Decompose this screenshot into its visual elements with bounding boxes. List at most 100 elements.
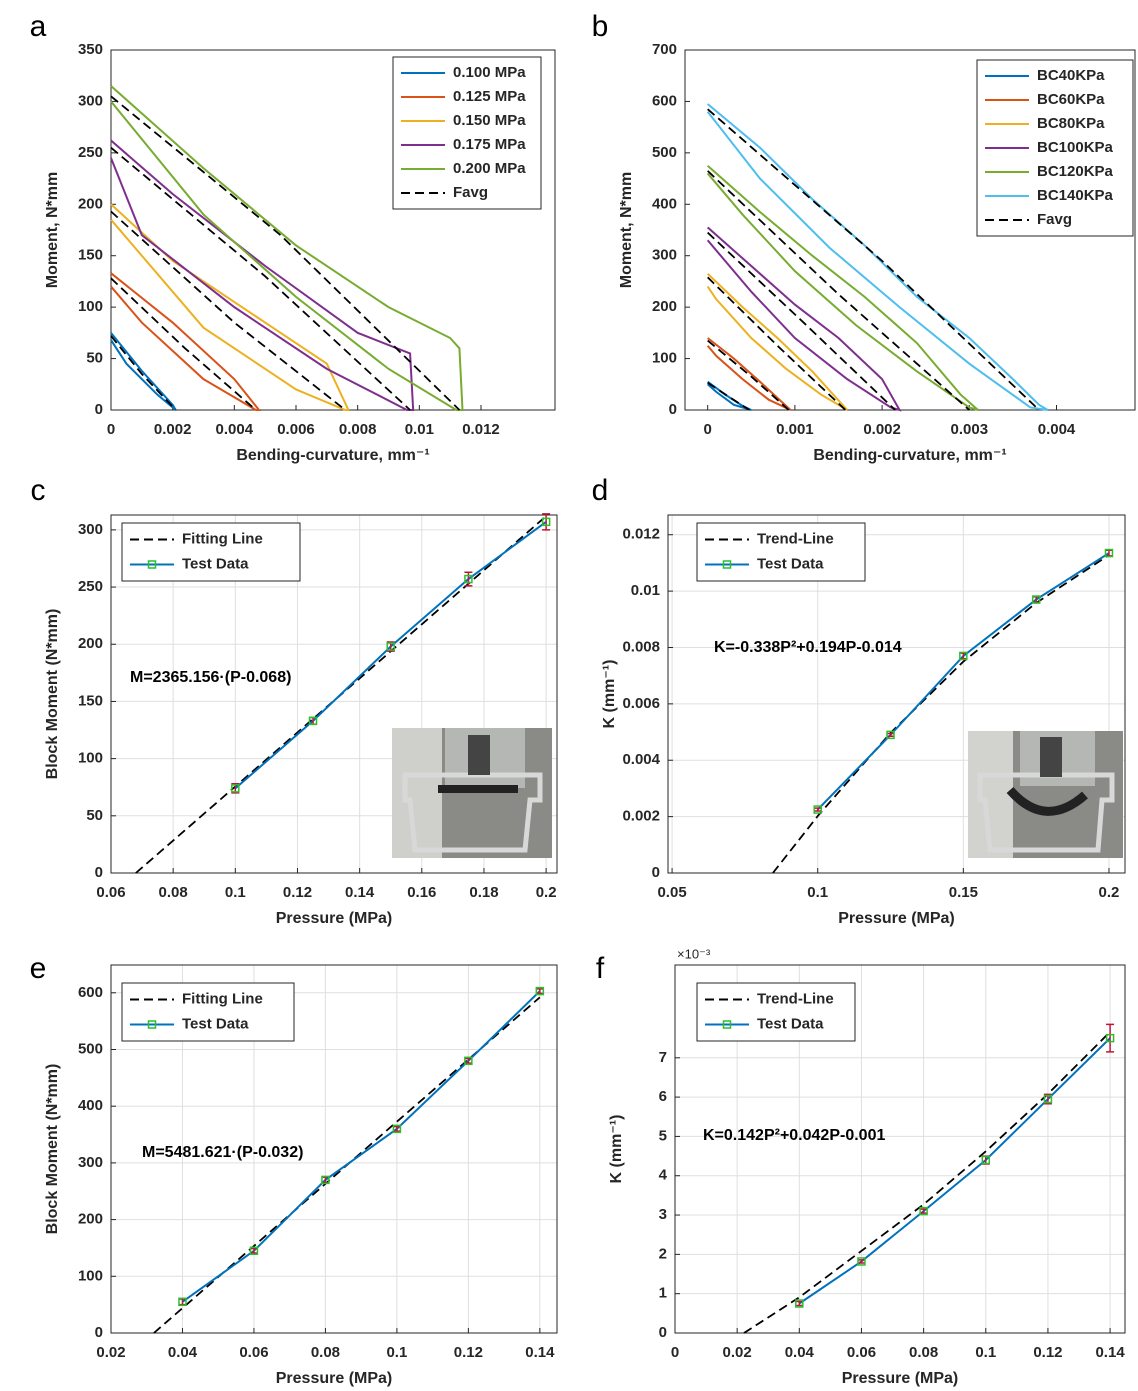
photo-d: [968, 731, 1123, 858]
error-bar: [392, 1125, 401, 1132]
plot-frame: [110, 49, 556, 411]
x-tick-label: 0.002: [863, 421, 901, 438]
x-tick-label: 0.14: [345, 884, 375, 901]
y-tick-label: 700: [652, 41, 677, 58]
x-tick-label: 0.008: [339, 421, 377, 438]
legend-box: [392, 56, 542, 210]
photo-panel: [392, 728, 442, 858]
legend-label: Trend-Line: [757, 530, 834, 547]
y-axis-label: K (mm⁻¹): [601, 660, 618, 729]
marker: [886, 730, 895, 740]
y-tick-label: 300: [78, 1154, 103, 1171]
y-tick-label: 600: [78, 984, 103, 1001]
y-tick-label: 100: [78, 298, 103, 315]
x-tick-label: 0.12: [454, 1344, 483, 1361]
panel: 0.05 0.1 0.15 0.2 0 0.002 0.004 0.006 0.008 0.01 0…: [592, 474, 1126, 927]
annotation: M=5481.621·(P-0.032): [142, 1144, 303, 1161]
x-tick-label: 0.08: [311, 1344, 340, 1361]
x-tick-label: 0.16: [407, 884, 436, 901]
x-tick-label: 0.2: [536, 884, 557, 901]
y-tick-label: 100: [652, 350, 677, 367]
panel: 0.06 0.08 0.1 0.12 0.14 0.16 0.18 0.2 0 50 100 150 2…: [31, 474, 558, 927]
marker: [464, 574, 473, 584]
plot-frame: [110, 514, 558, 874]
y-tick-label: 250: [78, 144, 103, 161]
legend-label: 0.125 MPa: [453, 88, 526, 105]
x-tick-label: 0.05: [657, 884, 686, 901]
legend-label: Fitting Line: [182, 990, 263, 1007]
marker: [795, 1299, 804, 1308]
x-tick-label: 0.01: [405, 421, 434, 438]
x-axis-label: Pressure (MPa): [276, 1370, 393, 1387]
panel: 0.02 0.04 0.06 0.08 0.1 0.12 0.14 0 100 200 300 400…: [30, 952, 558, 1387]
legend-label: Fitting Line: [182, 530, 263, 547]
marker: [1104, 548, 1114, 558]
plot-frame: [110, 964, 558, 1334]
y-axis-label: Moment, N*mm: [44, 172, 61, 288]
x-tick-label: 0.06: [847, 1344, 876, 1361]
marker: [1031, 595, 1041, 604]
x-tick-label: 0.04: [168, 1344, 198, 1361]
y-tick-label: 0.006: [622, 695, 660, 712]
legend-marker: [147, 560, 157, 569]
photo-frame: [402, 772, 543, 853]
legend-label: Test Data: [757, 1015, 824, 1032]
x-tick-label: 0.06: [239, 1344, 268, 1361]
legend-box: [121, 982, 295, 1042]
panel: 0 0.02 0.04 0.06 0.08 0.1 0.12 0.14 0 1 2 3 4 5 6 7 Tren…: [596, 946, 1126, 1387]
y-tick-label: 400: [652, 195, 677, 212]
panel-label: e: [30, 952, 47, 985]
legend-marker: [722, 1020, 732, 1029]
series-line: [706, 272, 848, 411]
y-multiplier: ×10⁻³: [677, 946, 711, 961]
y-tick-label: 200: [652, 298, 677, 315]
x-tick-label: 0.02: [96, 1344, 125, 1361]
series-line: [706, 337, 792, 411]
y-tick-label: 0: [659, 1324, 667, 1341]
panel: 0 0.002 0.004 0.006 0.008 0.01 0.012 0 50 100 150 2…: [30, 10, 556, 464]
series-line: [798, 1037, 1111, 1305]
x-tick-label: 0: [704, 421, 712, 438]
marker: [178, 1297, 187, 1307]
y-tick-label: 500: [652, 144, 677, 161]
legend-label: 0.100 MPa: [453, 64, 526, 81]
panel-label: f: [596, 952, 605, 985]
photo-tube: [1006, 786, 1088, 816]
panel-label: c: [31, 474, 46, 507]
annotation: M=2365.156·(P-0.068): [130, 669, 291, 686]
y-axis-label: K (mm⁻¹): [608, 1115, 625, 1184]
marker: [541, 517, 551, 527]
y-tick-label: 100: [78, 1267, 103, 1284]
x-axis-label: Bending-curvature, mm⁻¹: [813, 447, 1006, 464]
marker: [535, 986, 545, 996]
y-tick-label: 200: [78, 635, 103, 652]
photo-tube: [438, 785, 518, 793]
error-bar: [464, 571, 473, 587]
y-tick-label: 0: [669, 401, 677, 418]
legend-label: BC60KPa: [1037, 91, 1105, 108]
x-tick-label: 0.04: [785, 1344, 815, 1361]
marker: [959, 651, 968, 661]
legend-label: 0.175 MPa: [453, 136, 526, 153]
y-tick-label: 1: [659, 1285, 667, 1302]
legend-marker: [147, 1020, 157, 1029]
photo-clamp: [468, 735, 490, 775]
y-tick-label: 400: [78, 1097, 103, 1114]
y-axis-label: Block Moment (N*mm): [44, 1064, 61, 1235]
y-axis-label: Block Moment (N*mm): [44, 609, 61, 780]
y-tick-label: 350: [78, 41, 103, 58]
photo-c: [392, 728, 552, 858]
y-tick-label: 0.008: [622, 638, 660, 655]
y-tick-label: 6: [659, 1088, 667, 1105]
x-tick-label: 0.002: [154, 421, 192, 438]
x-axis-label: Pressure (MPa): [276, 910, 393, 927]
y-tick-label: 0.002: [622, 808, 660, 825]
error-bar: [795, 1300, 804, 1307]
x-tick-label: 0.001: [776, 421, 814, 438]
marker: [231, 784, 240, 793]
x-tick-label: 0.012: [462, 421, 500, 438]
error-bar: [857, 1259, 866, 1264]
x-tick-label: 0.003: [951, 421, 989, 438]
legend-label: BC120KPa: [1037, 163, 1114, 180]
